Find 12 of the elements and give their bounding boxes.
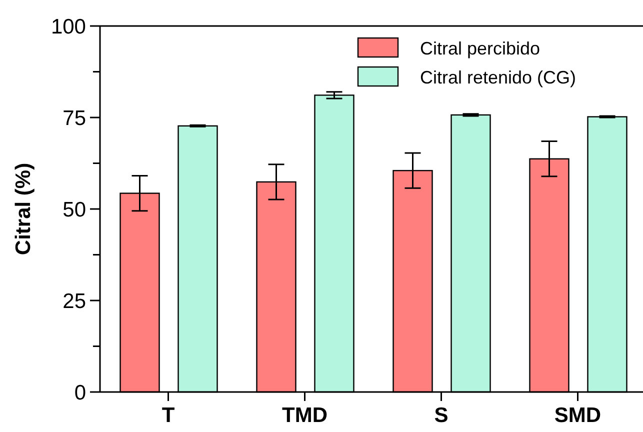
y-tick-label: 0 (74, 381, 86, 404)
legend-label: Citral retenido (CG) (420, 67, 576, 88)
legend-label: Citral percibido (420, 38, 540, 58)
y-tick-label: 75 (62, 106, 86, 130)
x-tick-label: T (162, 404, 175, 427)
x-tick-label: S (434, 404, 448, 427)
y-tick-label: 100 (50, 15, 86, 38)
y-axis-title: Citral (%) (12, 162, 35, 256)
x-tick-label: TMD (282, 404, 328, 427)
y-tick-label: 50 (62, 198, 86, 222)
y-tick-label: 25 (62, 290, 86, 313)
x-tick-label: SMD (554, 404, 602, 427)
